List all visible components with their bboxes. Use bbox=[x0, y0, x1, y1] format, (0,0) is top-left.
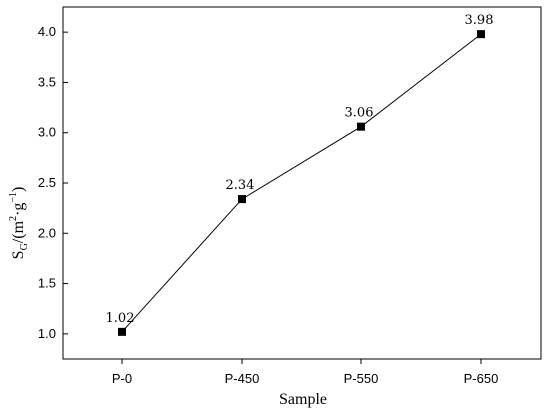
x-tick-label: P-0 bbox=[112, 371, 132, 386]
y-axis-title-subscript: G bbox=[19, 243, 30, 250]
y-axis-title-superscript-1: 2 bbox=[8, 216, 19, 221]
y-tick-label: 3.5 bbox=[38, 74, 56, 89]
y-tick-label: 1.0 bbox=[38, 326, 56, 341]
x-tick-label: P-450 bbox=[225, 371, 260, 386]
series-layer bbox=[118, 30, 485, 336]
y-axis-title-superscript-2: −1 bbox=[8, 192, 19, 203]
x-axis-title: Sample bbox=[279, 391, 327, 408]
y-axis-title-close: ) bbox=[10, 187, 27, 192]
data-point-marker bbox=[357, 122, 365, 131]
data-value-label: 2.34 bbox=[226, 178, 255, 193]
y-axis-title-mid: ·g bbox=[10, 203, 27, 216]
y-tick-label: 1.5 bbox=[38, 276, 56, 291]
x-tick-label: P-550 bbox=[344, 371, 379, 386]
x-tick-label: P-650 bbox=[464, 371, 499, 386]
y-tick-label: 2.5 bbox=[38, 175, 56, 190]
y-axis-title: SG/(m2·g−1) bbox=[8, 187, 30, 260]
data-point-marker bbox=[118, 327, 126, 336]
plot-frame bbox=[62, 6, 542, 360]
series-line bbox=[121, 33, 482, 333]
data-value-label: 3.98 bbox=[465, 13, 494, 28]
y-axis-title-main: S bbox=[10, 250, 27, 259]
data-labels-layer: 1.02 2.34 3.06 3.98 bbox=[106, 13, 494, 326]
y-tick-label: 2.0 bbox=[38, 225, 56, 240]
axes: 1.0 1.5 2.0 2.5 3.0 3.5 4.0 P-0 P-450 P-550 P-650 bbox=[38, 6, 542, 386]
data-point-marker bbox=[238, 195, 246, 204]
y-tick-label: 4.0 bbox=[38, 24, 56, 39]
y-axis-title-rest: /(m bbox=[10, 220, 27, 243]
data-point-marker bbox=[477, 30, 485, 39]
data-value-label: 1.02 bbox=[106, 311, 135, 326]
data-value-label: 3.06 bbox=[345, 106, 374, 121]
y-tick-label: 3.0 bbox=[38, 125, 56, 140]
